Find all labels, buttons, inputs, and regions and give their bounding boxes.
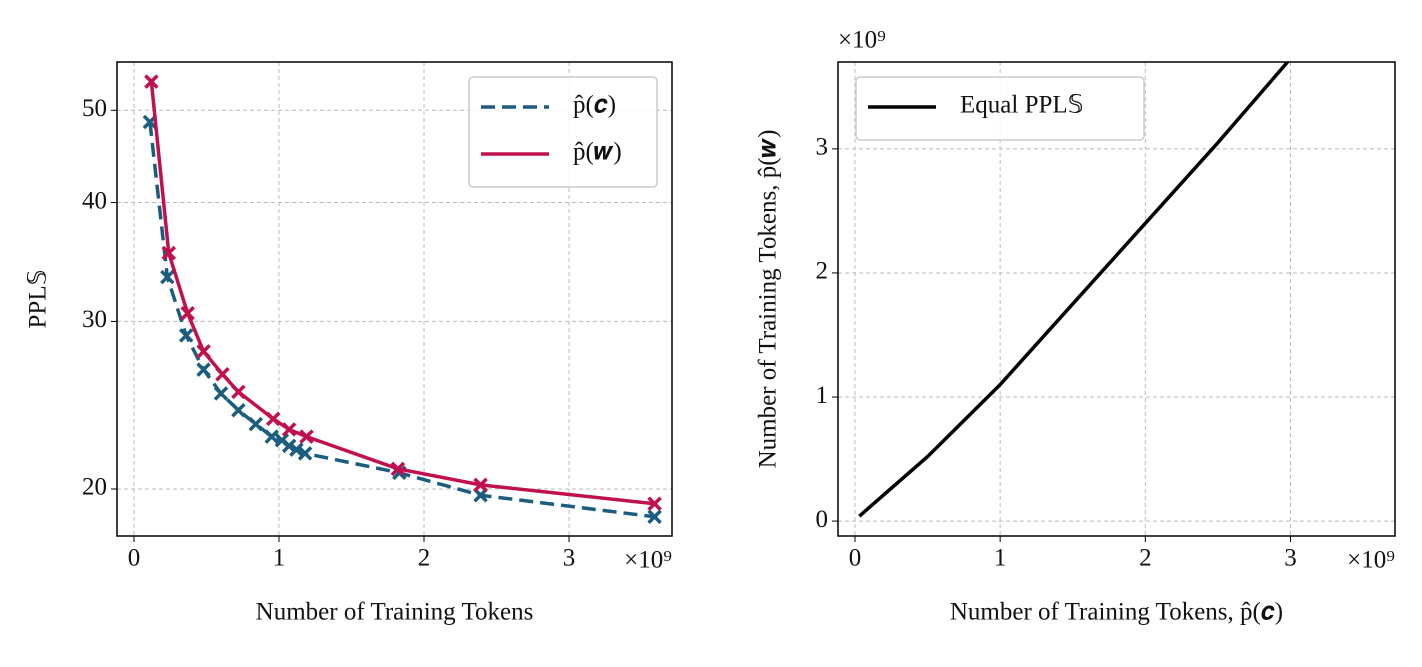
axes-frame xyxy=(837,61,1396,537)
y-tick-label: 3 xyxy=(816,134,829,161)
series-line xyxy=(858,62,1289,518)
y-axis-label: Number of Training Tokens, p̂(𝒘) xyxy=(755,130,782,469)
marker xyxy=(178,328,194,343)
series-line xyxy=(149,81,655,506)
y-tick-label: 50 xyxy=(82,95,107,122)
x-tick-label: 0 xyxy=(849,545,862,572)
marker xyxy=(213,386,229,401)
marker xyxy=(264,429,279,444)
marker xyxy=(297,446,313,461)
marker xyxy=(160,269,175,285)
marker xyxy=(281,422,297,437)
marker xyxy=(248,416,264,432)
marker xyxy=(215,367,230,382)
marker xyxy=(161,245,177,261)
marker xyxy=(647,496,662,511)
marker xyxy=(299,429,314,444)
y-offset-label: ×10⁹ xyxy=(838,27,886,54)
y-tick-label: 20 xyxy=(82,474,107,501)
legend-box xyxy=(468,76,658,188)
marker xyxy=(196,362,211,377)
series-line xyxy=(148,121,655,519)
x-tick-label: 0 xyxy=(128,545,141,572)
marker xyxy=(180,306,195,321)
y-tick-label: 2 xyxy=(816,258,829,285)
plot-area xyxy=(858,62,1289,518)
marker xyxy=(231,402,246,418)
axes-frame xyxy=(116,61,673,537)
legend-box xyxy=(855,76,1145,141)
x-offset-label: ×10⁹ xyxy=(1347,547,1395,574)
marker xyxy=(196,344,211,359)
y-tick-label: 40 xyxy=(82,187,107,214)
marker xyxy=(144,74,159,89)
marker xyxy=(231,384,246,400)
y-tick-label: 1 xyxy=(816,382,829,409)
x-tick-label: 2 xyxy=(1139,545,1152,572)
legend-label: p̂(𝒘) xyxy=(573,139,622,166)
y-tick-label: 0 xyxy=(816,506,829,533)
x-tick-label: 3 xyxy=(1284,545,1297,572)
x-offset-label: ×10⁹ xyxy=(624,547,672,574)
x-tick-label: 1 xyxy=(273,545,286,572)
marker xyxy=(647,509,662,525)
legend-label: Equal PPL𝕊 xyxy=(960,92,1084,119)
x-tick-label: 3 xyxy=(563,545,576,572)
y-tick-label: 30 xyxy=(82,306,107,333)
legend-label: p̂(𝒄) xyxy=(573,92,616,119)
x-tick-label: 2 xyxy=(418,545,431,572)
plot-area xyxy=(142,74,662,525)
x-tick-label: 1 xyxy=(994,545,1007,572)
marker xyxy=(281,438,297,454)
x-axis-label: Number of Training Tokens, p̂(𝒄) xyxy=(950,599,1283,626)
marker xyxy=(390,461,406,477)
marker xyxy=(473,477,488,493)
marker xyxy=(289,442,304,457)
y-axis-label: PPL𝕊 xyxy=(25,270,52,329)
marker xyxy=(265,411,281,427)
x-axis-label: Number of Training Tokens xyxy=(256,599,534,626)
